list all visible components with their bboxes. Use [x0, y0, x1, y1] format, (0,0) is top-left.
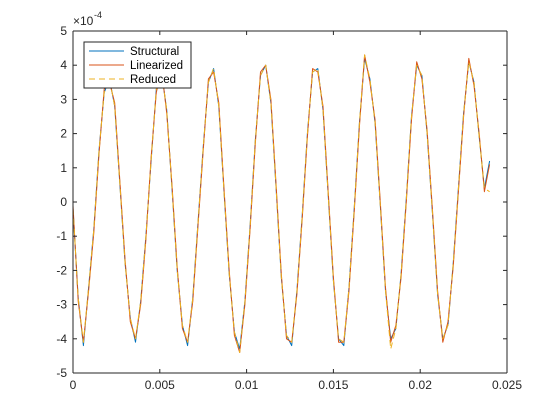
x-tick-label: 0.01 — [235, 378, 259, 392]
y-tick-label: -5 — [56, 366, 67, 380]
series-line-reduced — [72, 54, 490, 353]
y-exponent-label: ×10 -4 — [73, 10, 102, 28]
legend-label-reduced: Reduced — [130, 74, 176, 86]
x-tick-label: 0.025 — [492, 378, 522, 392]
y-tick-label: 5 — [60, 24, 67, 38]
x-tick-label: 0.02 — [409, 378, 433, 392]
series-layer — [72, 54, 491, 353]
y-tick-label: -4 — [56, 332, 67, 346]
y-exponent-base: ×10 — [73, 14, 94, 28]
y-tick-label: -2 — [56, 263, 67, 277]
legend: Structural Linearized Reduced — [83, 41, 192, 89]
y-tick-label: 3 — [60, 92, 67, 106]
legend-label-structural: Structural — [130, 46, 179, 58]
tick-layer: 0 0.005 0.01 0.015 0.02 0.025 -5 -4 -3 -2 -1 0 1 2 3 4 5 — [56, 24, 522, 392]
y-tick-label: 4 — [60, 58, 67, 72]
x-tick-label: 0.015 — [318, 378, 348, 392]
y-tick-label: 0 — [60, 195, 67, 209]
x-tick-label: 0 — [70, 378, 77, 392]
y-tick-label: 2 — [60, 127, 67, 141]
y-tick-label: -3 — [56, 298, 67, 312]
legend-label-linearized: Linearized — [130, 60, 183, 72]
y-tick-label: -1 — [56, 229, 67, 243]
y-tick-label: 1 — [60, 161, 67, 175]
y-exponent-power: -4 — [94, 10, 102, 20]
x-tick-label: 0.005 — [145, 378, 175, 392]
